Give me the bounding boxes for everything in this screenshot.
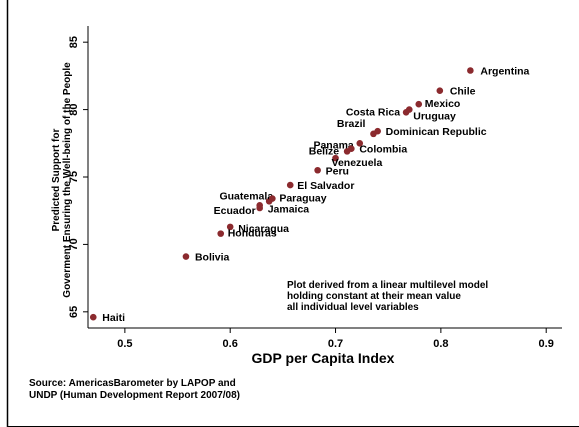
y-axis-title-line-1: Predicted Support for	[51, 129, 62, 232]
data-point	[467, 67, 474, 74]
data-point	[256, 202, 263, 209]
y-tick-label: 65	[68, 306, 80, 318]
data-point-label: Chile	[450, 86, 476, 98]
x-tick-label: 0.7	[328, 338, 343, 350]
x-tick-label: 0.6	[223, 338, 238, 350]
model-note: Plot derived from a linear multilevel mo…	[287, 280, 488, 313]
model-note-line-2: holding constant at their mean value	[287, 291, 461, 302]
x-tick-label: 0.9	[539, 338, 554, 350]
data-point-label: Colombia	[359, 144, 407, 156]
x-tick-label: 0.8	[433, 338, 448, 350]
data-point	[269, 195, 276, 202]
data-point-label: Peru	[326, 165, 349, 177]
y-axis-title: Predicted Support for Goverment Ensuring…	[51, 62, 73, 298]
data-point-label: El Salvador	[297, 180, 354, 192]
source-line-2: UNDP (Human Development Report 2007/08)	[29, 390, 240, 401]
data-point-label: Dominican Republic	[386, 126, 487, 138]
y-tick-label: 85	[68, 36, 80, 48]
data-point-label: Haiti	[102, 312, 125, 324]
data-point-label: Jamaica	[268, 203, 310, 215]
data-point	[314, 167, 321, 174]
data-point	[287, 182, 294, 189]
model-note-line-3: all individual level variables	[287, 302, 419, 313]
data-point-label: Mexico	[425, 98, 461, 110]
data-point-label: Guatemala	[219, 190, 273, 202]
data-point	[415, 101, 422, 108]
x-axis-title: GDP per Capita Index	[252, 350, 395, 366]
source-line-1: Source: AmericasBarometer by LAPOP and	[29, 378, 236, 389]
source-note: Source: AmericasBarometer by LAPOP and U…	[29, 378, 240, 401]
data-point	[374, 128, 381, 135]
data-point-label: Argentina	[480, 65, 529, 77]
data-point	[183, 253, 190, 260]
data-point	[437, 87, 444, 94]
data-point	[90, 314, 97, 321]
x-tick-label: 0.5	[117, 338, 132, 350]
data-point-label: Uruguay	[413, 111, 456, 123]
data-point-label: Honduras	[228, 228, 277, 240]
data-point-label: Ecuador	[214, 205, 256, 217]
data-point-label: Bolivia	[195, 252, 230, 264]
y-axis-title-line-2: Goverment Ensuring the Well-being of the…	[62, 62, 73, 298]
data-point	[217, 230, 224, 237]
model-note-line-1: Plot derived from a linear multilevel mo…	[287, 280, 488, 291]
data-point	[406, 106, 413, 113]
data-point	[348, 145, 355, 152]
data-point-label: Costa Rica	[346, 106, 400, 118]
data-point-label: Brazil	[337, 118, 366, 130]
